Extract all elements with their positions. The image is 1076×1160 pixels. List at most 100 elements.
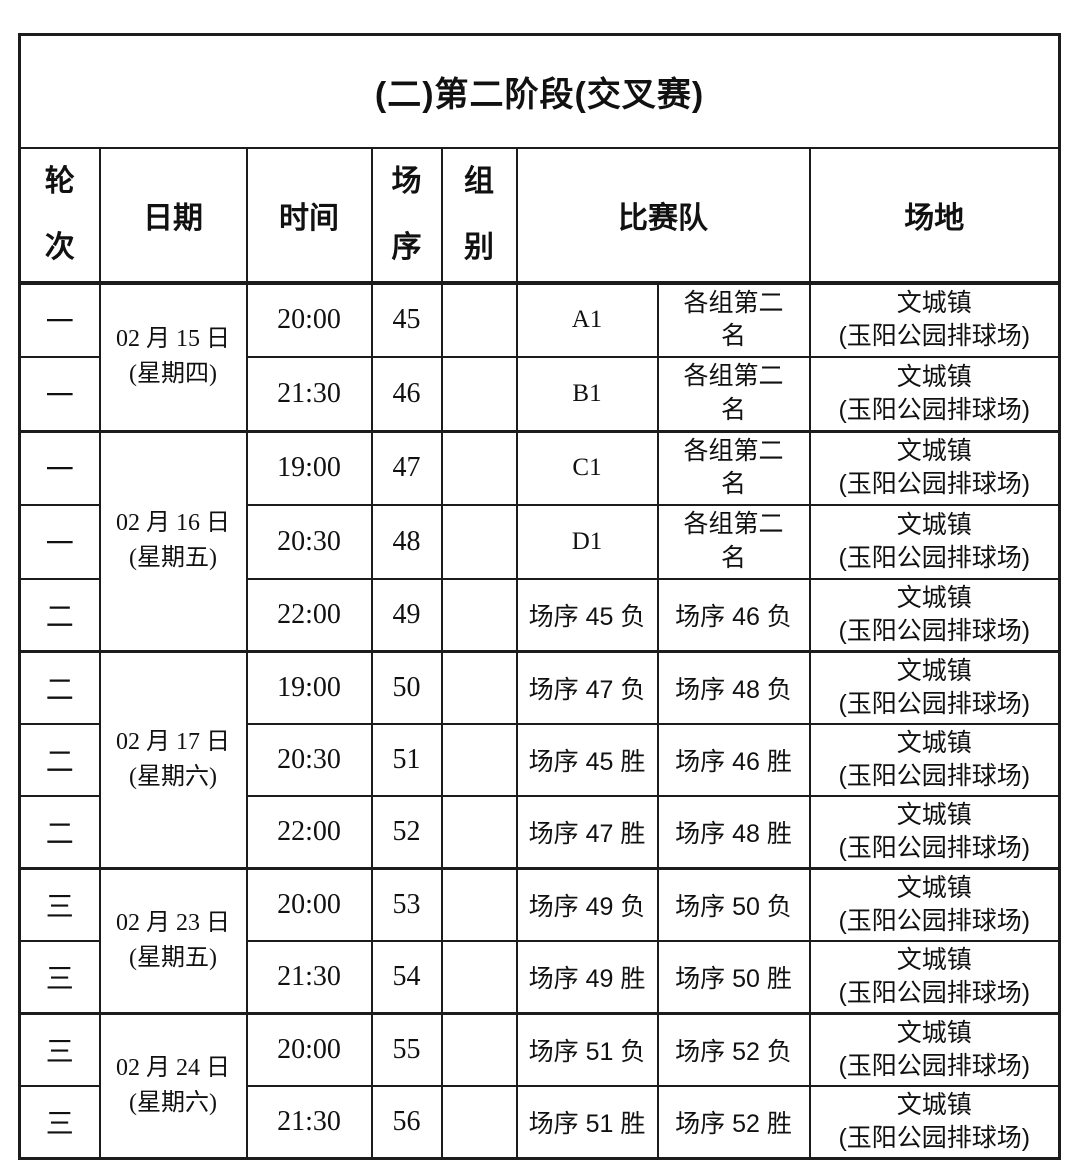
- venue-line2: (玉阳公园排球场): [838, 616, 1031, 645]
- venue-line1: 文城镇: [896, 362, 972, 391]
- team1-text: 场序 45 胜: [528, 747, 646, 776]
- round-cell: 三: [18, 1084, 101, 1159]
- date-line1: 02 月 23 日: [116, 909, 230, 936]
- order-cell: 52: [370, 794, 443, 869]
- date-cell: 02 月 17 日 (星期六): [98, 649, 248, 869]
- col-header-group-label: 组别: [464, 164, 494, 264]
- group-cell: [440, 429, 518, 506]
- venue-line1: 文城镇: [896, 656, 972, 685]
- col-header-round: 轮次: [18, 146, 101, 285]
- team1-cell: 场序 47 胜: [515, 794, 659, 869]
- team2-cell: 场序 52 胜: [656, 1084, 811, 1159]
- group-cell: [440, 1011, 518, 1087]
- team1-text: 场序 45 负: [528, 602, 646, 631]
- team2-cell: 各组第二名: [656, 356, 811, 432]
- team2-text: 场序 52 负: [675, 1037, 792, 1066]
- date-cell: 02 月 23 日 (星期五): [98, 866, 248, 1014]
- time-cell: 20:00: [245, 281, 373, 358]
- team2-text: 场序 52 胜: [675, 1109, 792, 1138]
- time-cell: 20:30: [245, 722, 373, 797]
- round-cell: 一: [18, 429, 101, 506]
- venue-cell: 文城镇 (玉阳公园排球场): [808, 939, 1061, 1014]
- time-cell: 21:30: [245, 1084, 373, 1159]
- team2-cell: 场序 52 负: [656, 1011, 811, 1087]
- date-line2: (星期四): [129, 361, 217, 387]
- venue-cell: 文城镇 (玉阳公园排球场): [808, 429, 1061, 506]
- team2-cell: 各组第二名: [656, 504, 811, 580]
- time-cell: 22:00: [245, 577, 373, 652]
- team1-text: 场序 47 负: [528, 675, 646, 704]
- col-header-round-label: 轮次: [44, 164, 75, 264]
- group-cell: [440, 794, 518, 869]
- round-cell: 一: [18, 504, 101, 580]
- table-row-51: 二 20:30 51 场序 45 胜 场序 46 胜 文城镇 (玉阳公园排球场): [18, 722, 1061, 797]
- round-cell: 二: [18, 794, 101, 869]
- table-row-46: 一 21:30 46 B1 各组第二名 文城镇 (玉阳公园排球场): [18, 356, 1061, 432]
- group-cell: [440, 504, 518, 580]
- header-row: 轮次 日期 时间 场序 组别 比赛队 场地: [18, 146, 1061, 285]
- venue-cell: 文城镇 (玉阳公园排球场): [808, 866, 1061, 942]
- team2-text: 场序 46 胜: [675, 747, 792, 776]
- venue-cell: 文城镇 (玉阳公园排球场): [808, 1011, 1061, 1087]
- team2-text: 场序 50 负: [675, 892, 792, 921]
- schedule-table: (二)第二阶段(交叉赛) 轮次 日期 时间 场序 组别 比赛队 场地 一 02 …: [18, 33, 1062, 1160]
- team1-text: 场序 49 胜: [528, 964, 646, 993]
- team1-text: 场序 49 负: [528, 892, 646, 921]
- table-row-50: 二 02 月 17 日 (星期六) 19:00 50 场序 47 负 场序 48…: [18, 649, 1061, 869]
- venue-cell: 文城镇 (玉阳公园排球场): [808, 281, 1061, 358]
- team2-text: 各组第二名: [683, 510, 784, 572]
- team2-cell: 场序 48 负: [656, 649, 811, 725]
- team2-text: 场序 50 胜: [675, 964, 792, 993]
- date-line1: 02 月 17 日: [116, 728, 230, 755]
- table-row-45: 一 02 月 15 日 (星期四) 20:00 45 A1 各组第二名 文城镇 …: [18, 281, 1061, 432]
- table-row-52: 二 22:00 52 场序 47 胜 场序 48 胜 文城镇 (玉阳公园排球场): [18, 794, 1061, 869]
- col-header-date: 日期: [98, 146, 248, 285]
- team2-text: 各组第二名: [683, 362, 784, 424]
- table-row-54: 三 21:30 54 场序 49 胜 场序 50 胜 文城镇 (玉阳公园排球场): [18, 939, 1061, 1014]
- table-row-49: 二 22:00 49 场序 45 负 场序 46 负 文城镇 (玉阳公园排球场): [18, 577, 1061, 652]
- team2-text: 各组第二名: [683, 436, 784, 499]
- venue-line2: (玉阳公园排球场): [838, 978, 1031, 1007]
- venue-cell: 文城镇 (玉阳公园排球场): [808, 504, 1061, 580]
- group-cell: [440, 356, 518, 432]
- col-header-venue-label: 场地: [904, 201, 965, 235]
- date-line1: 02 月 16 日: [116, 510, 230, 537]
- venue-line1: 文城镇: [896, 289, 972, 318]
- group-cell: [440, 866, 518, 942]
- col-header-time-label: 时间: [279, 201, 339, 235]
- round-cell: 三: [18, 1011, 101, 1087]
- group-cell: [440, 722, 518, 797]
- order-cell: 46: [370, 356, 443, 432]
- team2-cell: 场序 48 胜: [656, 794, 811, 869]
- round-cell: 二: [18, 577, 101, 652]
- venue-line2: (玉阳公园排球场): [838, 1123, 1031, 1152]
- round-cell: 一: [18, 281, 101, 358]
- team1-cell: A1: [515, 281, 659, 358]
- order-cell: 47: [370, 429, 443, 506]
- team1-cell: 场序 51 负: [515, 1011, 659, 1087]
- venue-line1: 文城镇: [896, 1018, 972, 1047]
- team1-cell: C1: [515, 429, 659, 506]
- order-cell: 55: [370, 1011, 443, 1087]
- venue-line1: 文城镇: [896, 945, 972, 974]
- time-cell: 21:30: [245, 939, 373, 1014]
- venue-line2: (玉阳公园排球场): [838, 470, 1031, 499]
- order-cell: 45: [370, 281, 443, 358]
- team1-cell: 场序 49 胜: [515, 939, 659, 1014]
- team2-cell: 场序 50 负: [656, 866, 811, 942]
- venue-line2: (玉阳公园排球场): [838, 395, 1031, 424]
- round-cell: 三: [18, 939, 101, 1014]
- team1-cell: B1: [515, 356, 659, 432]
- round-cell: 二: [18, 649, 101, 725]
- order-cell: 51: [370, 722, 443, 797]
- team2-text: 场序 48 胜: [675, 819, 792, 848]
- col-header-date-label: 日期: [143, 201, 203, 235]
- team1-cell: 场序 51 胜: [515, 1084, 659, 1159]
- round-cell: 三: [18, 866, 101, 942]
- date-line1: 02 月 15 日: [116, 326, 230, 353]
- time-cell: 19:00: [245, 649, 373, 725]
- col-header-teams-label: 比赛队: [618, 201, 708, 235]
- col-header-order-label: 场序: [391, 164, 422, 264]
- venue-line2: (玉阳公园排球场): [838, 1051, 1031, 1080]
